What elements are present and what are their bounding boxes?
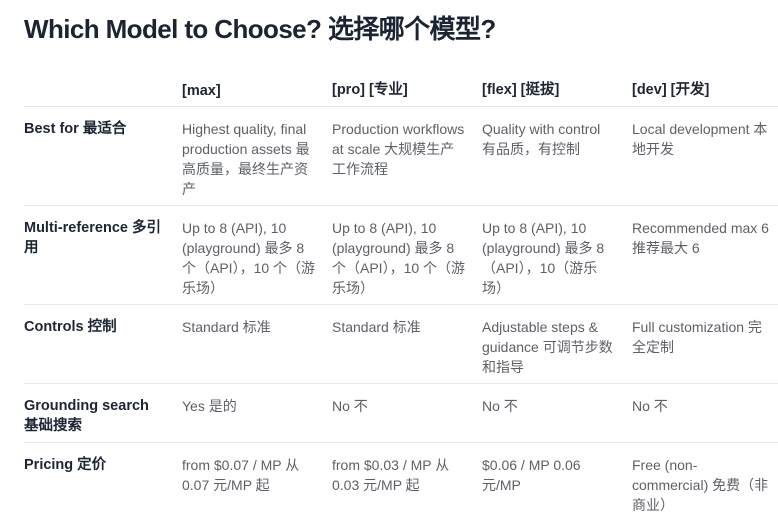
table-cell: Production workflows at scale 大规模生产工作流程: [332, 106, 482, 206]
row-label: Controls 控制: [24, 304, 182, 384]
column-header-blank: [24, 46, 182, 107]
row-label: Grounding search 基础搜索: [24, 383, 182, 443]
table-cell: Standard 标准: [182, 304, 332, 384]
table-cell: Full customization 完全定制: [632, 304, 778, 384]
table-cell: $0.06 / MP 0.06 元/MP: [482, 442, 632, 520]
column-header-flex: [flex] [挺拔]: [482, 46, 632, 107]
table-cell: No 不: [332, 383, 482, 443]
table-cell: Local development 本地开发: [632, 106, 778, 206]
table-cell: Recommended max 6 推荐最大 6: [632, 205, 778, 305]
table-row-pricing: Pricing 定价 from $0.07 / MP 从 0.07 元/MP 起…: [24, 442, 778, 520]
table-cell: Quality with control 有品质，有控制: [482, 106, 632, 206]
table-cell: No 不: [482, 383, 632, 443]
table-row-best-for: Best for 最适合 Highest quality, final prod…: [24, 106, 778, 206]
table-row-grounding-search: Grounding search 基础搜索 Yes 是的 No 不 No 不 N…: [24, 383, 778, 443]
table-cell: Yes 是的: [182, 383, 332, 443]
table-cell: from $0.07 / MP 从 0.07 元/MP 起: [182, 442, 332, 520]
column-header-dev: [dev] [开发]: [632, 46, 778, 107]
table-cell: Standard 标准: [332, 304, 482, 384]
row-label: Pricing 定价: [24, 442, 182, 520]
table-cell: Highest quality, final production assets…: [182, 106, 332, 206]
table-cell: Adjustable steps & guidance 可调节步数和指导: [482, 304, 632, 384]
table-cell: No 不: [632, 383, 778, 443]
table-cell: Up to 8 (API), 10 (playground) 最多 8 个（AP…: [182, 205, 332, 305]
column-header-pro: [pro] [专业]: [332, 46, 482, 107]
model-comparison-table: [max] [pro] [专业] [flex] [挺拔] [dev] [开发] …: [24, 46, 778, 520]
table-cell: Free (non-commercial) 免费（非商业）: [632, 442, 778, 520]
table-cell: Up to 8 (API), 10 (playground) 最多 8（API）…: [482, 205, 632, 305]
table-header-row: [max] [pro] [专业] [flex] [挺拔] [dev] [开发]: [24, 46, 778, 107]
row-label: Best for 最适合: [24, 106, 182, 206]
row-label: Multi-reference 多引用: [24, 205, 182, 305]
table-cell: Up to 8 (API), 10 (playground) 最多 8 个（AP…: [332, 205, 482, 305]
table-row-multi-reference: Multi-reference 多引用 Up to 8 (API), 10 (p…: [24, 205, 778, 305]
page-title: Which Model to Choose? 选择哪个模型?: [24, 14, 496, 44]
table-row-controls: Controls 控制 Standard 标准 Standard 标准 Adju…: [24, 304, 778, 384]
column-header-max: [max]: [182, 46, 332, 107]
table-cell: from $0.03 / MP 从 0.03 元/MP 起: [332, 442, 482, 520]
